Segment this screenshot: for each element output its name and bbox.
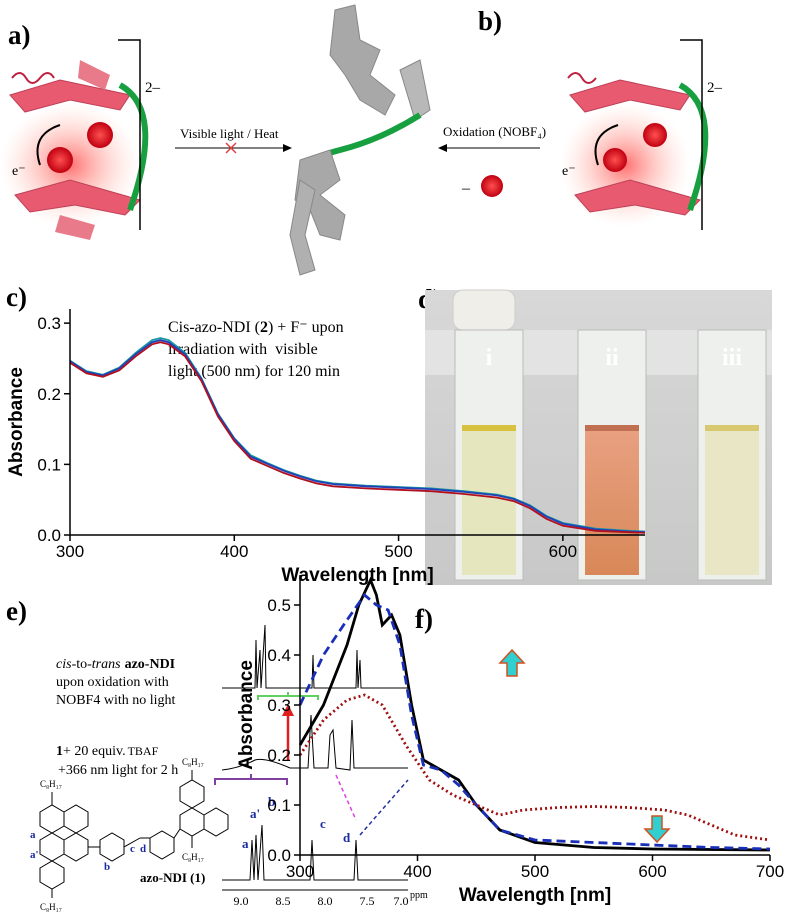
annotation-text: Cis-azo-NDI (: [168, 319, 260, 336]
condition: +366 nm light for 2 h: [58, 763, 178, 778]
y-axis-label: Absorbance: [236, 660, 257, 770]
x-axis-label: Wavelength [nm]: [281, 565, 433, 586]
complex-right: 2– e⁻: [560, 39, 723, 230]
cuvette-label: ii: [605, 345, 619, 371]
panel-label: c): [6, 282, 27, 312]
x-tick-label: 300: [286, 862, 314, 881]
peak-label: d: [343, 830, 351, 845]
peak-label: b: [268, 794, 275, 809]
nmr-tick: 7.5: [360, 894, 375, 908]
substituent: C₈H₁₇: [40, 902, 62, 912]
blocked-mark: [225, 142, 237, 154]
panel-label: a): [8, 20, 31, 50]
proton-label: c: [130, 843, 135, 855]
peak-label: a: [242, 836, 249, 851]
y-tick-label: 0.3: [267, 696, 291, 715]
x-tick-label: 400: [220, 542, 248, 561]
proton-label: a': [30, 849, 39, 861]
substituent: C₈H₁₇: [182, 757, 204, 767]
y-tick-label: 0.0: [267, 846, 291, 865]
cuvette-label: i: [486, 345, 493, 371]
molecule: [39, 770, 229, 898]
data-line: [69, 339, 646, 534]
condition-text: azo-NDI: [125, 657, 176, 672]
proton-label: b: [104, 861, 110, 873]
annotation: light (500 nm) for 120 min: [168, 363, 340, 380]
condition: cis-to-trans azo-NDI: [56, 657, 175, 672]
condition: NOBF4 with no light: [56, 693, 176, 708]
complex-left: 2– e⁻: [0, 39, 161, 240]
y-tick-label: 0.5: [267, 596, 291, 615]
panel-label: b): [478, 6, 502, 36]
arrow-head: [282, 704, 294, 716]
photo: i ii iii: [425, 289, 772, 585]
proton-label: a: [30, 829, 36, 841]
nmr-tick: 8.0: [318, 894, 333, 908]
y-tick-label: 0.4: [267, 646, 291, 665]
condition-text: TBAF: [128, 744, 159, 758]
shift-line: [359, 779, 409, 836]
cuvette-label: iii: [722, 345, 742, 371]
nmr-tick: 8.5: [276, 894, 291, 908]
nmr-spectra: [221, 624, 408, 891]
condition-text: -to-: [72, 657, 93, 672]
y-tick-label: 0.0: [37, 526, 61, 545]
charge: 2–: [707, 80, 723, 96]
electron: e⁻: [562, 164, 576, 179]
bracket: [214, 774, 288, 785]
x-tick-label: 600: [549, 542, 577, 561]
nmr-tick: 7.0: [394, 894, 409, 908]
y-axis-label: Absorbance: [6, 367, 27, 477]
condition-text: cis: [56, 657, 72, 672]
y-tick-label: 0.3: [37, 314, 61, 333]
y-tick-label: 0.1: [267, 796, 291, 815]
x-tick-label: 600: [638, 862, 666, 881]
y-tick-label: 0.1: [37, 455, 61, 474]
condition: upon oxidation with: [56, 675, 169, 690]
x-tick-label: 700: [756, 862, 784, 881]
substituent: C₈H₁₇: [182, 852, 204, 862]
arrow-head: [283, 144, 292, 152]
x-tick-label: 400: [403, 862, 431, 881]
nmr-tick: 9.0: [234, 894, 249, 908]
condition-text: 1: [56, 744, 63, 759]
panel-label: f): [415, 604, 433, 634]
substituent: C₈H₁₇: [40, 779, 62, 789]
nmr-unit: ppm: [410, 890, 428, 901]
electron: e⁻: [12, 164, 26, 179]
anion-charge: –: [461, 180, 471, 197]
proton-label: d: [140, 843, 146, 855]
data-line: [298, 576, 771, 852]
data-line: [69, 341, 646, 534]
panel-label: e): [6, 596, 27, 626]
x-tick-label: 500: [521, 862, 549, 881]
data-line: [298, 693, 771, 842]
y-tick-label: 0.2: [37, 385, 61, 404]
trans-molecule: [289, 4, 431, 276]
peak-label: c: [320, 816, 326, 831]
annotation: irradiation with visible: [168, 341, 318, 358]
condition-text: + 20 equiv.: [63, 744, 126, 759]
bracket: [257, 692, 319, 700]
peak-label: a': [250, 806, 260, 821]
annotation: Cis-azo-NDI (2) + F⁻ upon: [168, 319, 344, 336]
x-axis-label: Wavelength [nm]: [459, 885, 611, 906]
y-tick-label: 0.2: [267, 746, 291, 765]
compound-name: azo-NDI (1): [140, 870, 205, 885]
arrow-label: Oxidation (NOBF₄): [443, 124, 546, 139]
condition: 1+ 20 equiv. TBAF: [56, 744, 159, 759]
arrow-head: [438, 144, 447, 152]
annotation-text: 2: [260, 319, 268, 336]
charge: 2–: [145, 80, 161, 96]
data-line: [298, 592, 771, 851]
anion: [481, 175, 503, 197]
condition-text: trans: [92, 657, 121, 672]
x-tick-label: 500: [384, 542, 412, 561]
shift-line: [335, 774, 357, 821]
arrow-label: Visible light / Heat: [180, 126, 279, 141]
trend-arrow: [498, 648, 671, 844]
x-tick-label: 300: [56, 542, 84, 561]
annotation-text: ) + F⁻ upon: [268, 319, 344, 336]
